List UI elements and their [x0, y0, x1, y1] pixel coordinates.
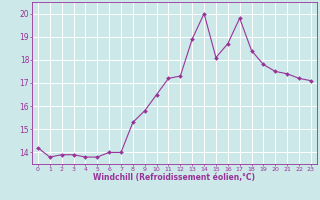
X-axis label: Windchill (Refroidissement éolien,°C): Windchill (Refroidissement éolien,°C) [93, 173, 255, 182]
